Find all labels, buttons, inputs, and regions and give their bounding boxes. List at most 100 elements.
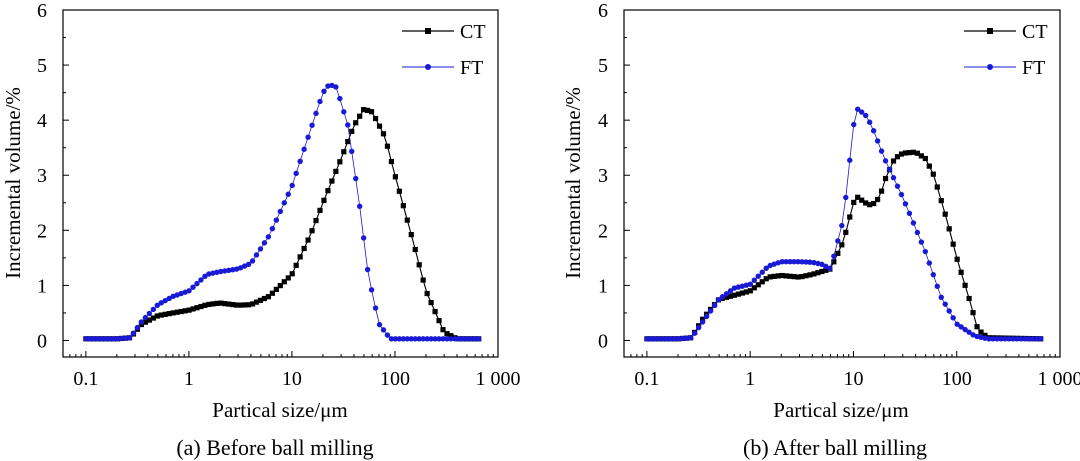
series-layer bbox=[644, 106, 1044, 342]
data-point-ft bbox=[990, 336, 996, 342]
data-point-ct bbox=[878, 188, 885, 194]
data-point-ct bbox=[867, 202, 873, 208]
data-point-ft bbox=[870, 128, 877, 134]
x-axis-label: Partical size/μm bbox=[773, 398, 908, 422]
data-point-ct bbox=[735, 291, 741, 297]
data-point-ft bbox=[333, 84, 339, 90]
data-point-ft bbox=[126, 335, 133, 341]
data-point-ct bbox=[162, 311, 168, 317]
legend: CT FT bbox=[964, 21, 1048, 79]
data-point-ft bbox=[226, 267, 232, 273]
data-point-ct bbox=[313, 217, 319, 224]
data-point-ft bbox=[428, 336, 434, 342]
data-point-ft bbox=[946, 308, 952, 314]
data-point-ct bbox=[249, 301, 256, 307]
data-point-ft bbox=[1014, 336, 1020, 342]
data-point-ct bbox=[428, 299, 434, 306]
data-point-ft bbox=[245, 261, 252, 268]
data-point-ct bbox=[779, 272, 785, 279]
data-point-ft bbox=[353, 175, 359, 182]
data-point-ft bbox=[99, 336, 105, 342]
data-point-ct bbox=[747, 288, 753, 294]
data-point-ct bbox=[218, 300, 224, 306]
data-point-ft bbox=[345, 122, 351, 128]
data-point-ft bbox=[914, 229, 921, 236]
data-point-ct bbox=[906, 150, 913, 156]
data-point-ft bbox=[448, 336, 454, 342]
data-point-ct bbox=[424, 290, 430, 297]
data-point-ct bbox=[142, 319, 148, 325]
data-point-ct bbox=[210, 301, 216, 307]
data-point-ft bbox=[723, 291, 730, 297]
data-point-ct bbox=[978, 329, 984, 335]
data-point-ft bbox=[1026, 336, 1032, 342]
data-point-ft bbox=[676, 336, 682, 342]
data-point-ft bbox=[656, 336, 662, 342]
data-point-ct bbox=[807, 272, 813, 278]
data-point-ft bbox=[277, 208, 284, 215]
data-point-ft bbox=[660, 336, 666, 342]
data-point-ft bbox=[257, 246, 264, 252]
data-point-ft bbox=[803, 259, 809, 265]
data-point-ft bbox=[680, 335, 686, 342]
data-point-ft bbox=[759, 269, 765, 275]
data-point-ft bbox=[305, 134, 311, 140]
data-point-ft bbox=[711, 302, 718, 309]
data-point-ft bbox=[325, 83, 331, 89]
data-point-ft bbox=[194, 280, 200, 287]
data-point-ct bbox=[771, 273, 777, 279]
data-point-ct bbox=[910, 149, 917, 155]
data-point-ct bbox=[958, 269, 964, 275]
data-point-ft bbox=[400, 336, 407, 342]
data-point-ct bbox=[368, 109, 375, 115]
data-point-ft bbox=[1030, 336, 1036, 342]
data-point-ft bbox=[356, 203, 363, 209]
data-point-ft bbox=[839, 222, 845, 229]
legend-label-ct: CT bbox=[460, 21, 486, 43]
data-point-ct bbox=[372, 115, 379, 122]
data-point-ft bbox=[827, 265, 833, 272]
data-point-ft bbox=[882, 158, 889, 164]
data-point-ct bbox=[198, 303, 204, 310]
data-point-ct bbox=[158, 312, 164, 318]
data-point-ct bbox=[759, 279, 765, 285]
data-point-ft bbox=[249, 258, 256, 264]
data-point-ft bbox=[412, 336, 418, 342]
data-point-ft bbox=[337, 95, 343, 102]
data-point-ct bbox=[938, 197, 944, 204]
data-point-ct bbox=[277, 282, 283, 289]
data-point-ft bbox=[747, 281, 754, 287]
data-point-ft bbox=[783, 259, 789, 265]
data-point-ct bbox=[894, 154, 901, 160]
data-point-ft bbox=[795, 259, 801, 265]
legend-label-ct: CT bbox=[1022, 21, 1048, 43]
plot-frame bbox=[62, 9, 499, 358]
data-point-ct bbox=[855, 194, 861, 200]
data-point-ct bbox=[890, 158, 897, 164]
data-point-ft bbox=[388, 336, 395, 342]
data-point-ct bbox=[245, 302, 252, 308]
data-point-ft bbox=[672, 336, 678, 342]
data-point-ft bbox=[699, 319, 706, 325]
data-point-ct bbox=[230, 301, 236, 308]
data-point-ft bbox=[380, 327, 387, 333]
data-point-ct bbox=[448, 333, 454, 339]
data-point-ft bbox=[118, 335, 125, 342]
x-tick-label: 10 bbox=[282, 368, 302, 390]
data-point-ft bbox=[894, 183, 901, 189]
data-point-ft bbox=[106, 336, 113, 342]
data-point-ct bbox=[743, 289, 749, 295]
data-point-ft bbox=[408, 336, 414, 342]
data-point-ct bbox=[337, 159, 343, 165]
data-point-ft bbox=[392, 336, 399, 342]
data-point-ft bbox=[444, 336, 450, 342]
data-point-ft bbox=[906, 210, 913, 217]
data-point-ft bbox=[855, 106, 861, 112]
data-point-ft bbox=[229, 266, 236, 273]
data-point-ft bbox=[998, 336, 1004, 342]
data-point-ft bbox=[858, 109, 865, 115]
data-point-ct bbox=[186, 307, 192, 313]
data-point-ft bbox=[130, 330, 137, 336]
data-point-ft bbox=[321, 88, 327, 94]
data-point-ft bbox=[751, 277, 758, 283]
